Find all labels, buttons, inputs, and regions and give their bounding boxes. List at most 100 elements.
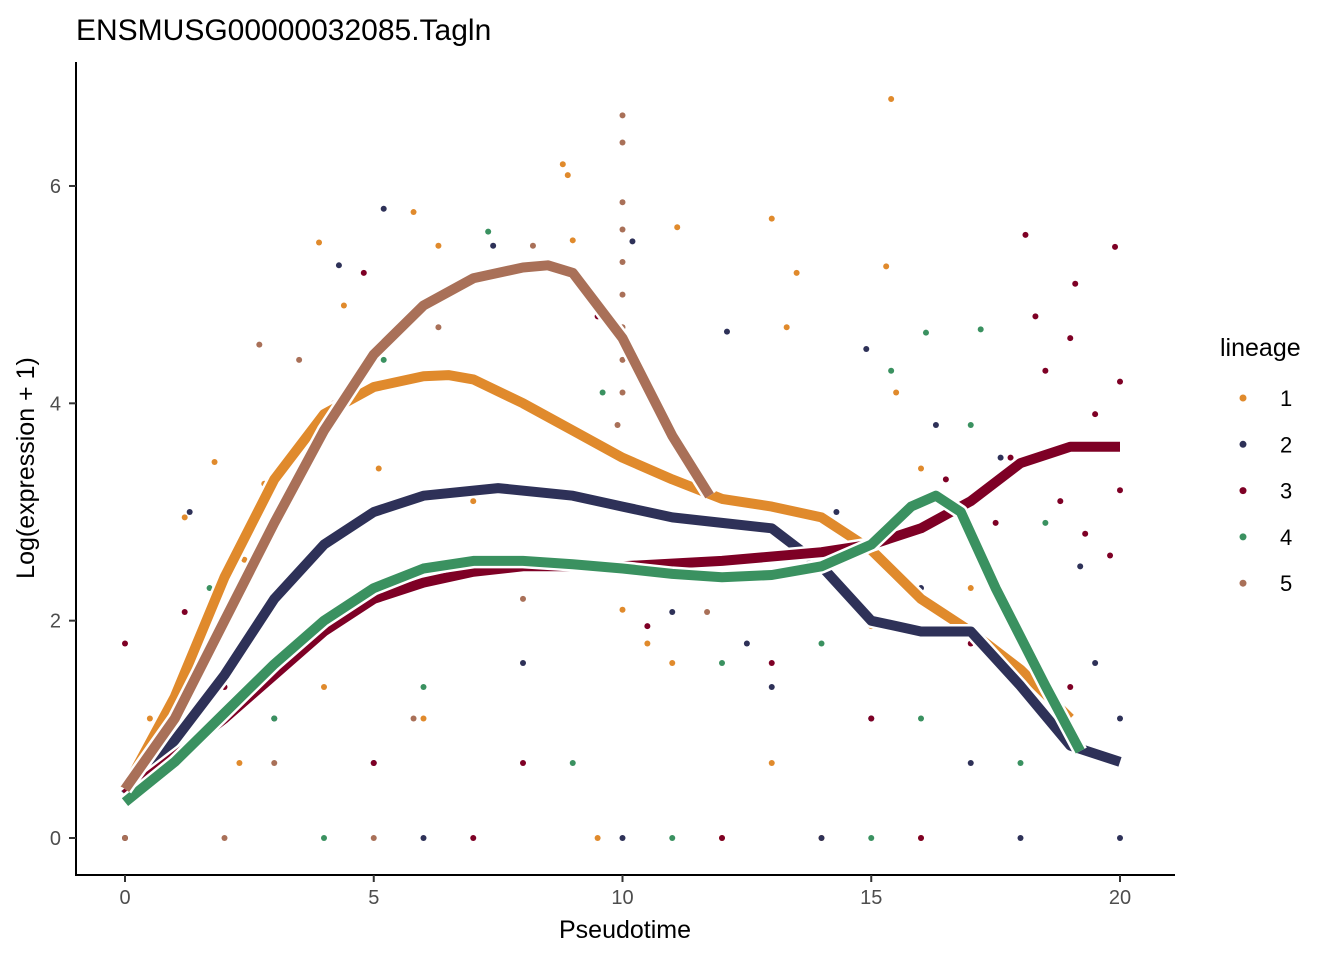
point-lineage-2 <box>1092 660 1099 667</box>
point-lineage-4 <box>977 326 984 333</box>
point-lineage-5 <box>619 199 626 206</box>
x-tick-label: 0 <box>119 887 130 909</box>
legend: 1 2 3 4 5 <box>1239 386 1292 596</box>
point-lineage-2 <box>1117 835 1123 841</box>
point-lineage-1 <box>783 324 790 331</box>
point-lineage-3 <box>942 476 949 483</box>
point-lineage-5 <box>122 835 128 841</box>
point-lineage-3 <box>1067 335 1074 342</box>
point-lineage-3 <box>1107 552 1114 559</box>
point-lineage-3 <box>992 519 999 526</box>
smooth-lines <box>118 257 1123 808</box>
x-tick-label: 5 <box>368 887 379 909</box>
point-lineage-3 <box>1082 530 1089 537</box>
point-lineage-2 <box>1077 563 1084 570</box>
point-lineage-2 <box>490 242 497 249</box>
point-lineage-4 <box>918 715 924 722</box>
point-lineage-3 <box>1112 243 1119 250</box>
point-lineage-1 <box>674 224 681 231</box>
smooth-line-lineage-4 <box>121 490 1085 806</box>
point-lineage-1 <box>340 302 347 309</box>
y-tick-label: 6 <box>50 176 61 198</box>
point-lineage-1 <box>211 459 218 466</box>
point-lineage-2 <box>833 508 840 515</box>
point-lineage-2 <box>669 608 676 615</box>
point-lineage-5 <box>370 835 377 841</box>
point-lineage-1 <box>594 835 601 841</box>
point-lineage-4 <box>485 228 492 235</box>
point-lineage-1 <box>316 239 323 246</box>
y-axis-label: Log(expression + 1) <box>12 357 40 579</box>
point-lineage-4 <box>868 835 875 841</box>
point-lineage-5 <box>619 356 626 363</box>
point-lineage-4 <box>922 329 929 336</box>
chart-title: ENSMUSG00000032085.Tagln <box>76 14 491 47</box>
point-lineage-4 <box>967 422 974 429</box>
point-lineage-5 <box>619 139 626 146</box>
legend-label-2: 2 <box>1280 432 1292 457</box>
y-tick-label: 4 <box>50 393 61 415</box>
point-lineage-5 <box>221 835 228 841</box>
legend-label-1: 1 <box>1280 386 1292 411</box>
point-lineage-4 <box>818 640 825 647</box>
point-lineage-2 <box>380 205 387 212</box>
point-lineage-3 <box>918 835 924 841</box>
point-lineage-3 <box>1072 280 1079 287</box>
point-lineage-5 <box>619 291 626 298</box>
point-lineage-5 <box>435 324 442 331</box>
point-lineage-4 <box>1017 760 1024 767</box>
point-lineage-4 <box>420 683 427 690</box>
point-lineage-2 <box>420 835 427 841</box>
point-lineage-1 <box>768 760 775 767</box>
point-lineage-1 <box>241 556 248 563</box>
legend-title: lineage <box>1220 334 1301 362</box>
point-lineage-3 <box>520 760 526 767</box>
x-axis-label: Pseudotime <box>559 916 691 944</box>
point-lineage-3 <box>1032 313 1039 320</box>
point-lineage-4 <box>669 835 676 841</box>
point-lineage-3 <box>181 608 188 615</box>
point-lineage-5 <box>271 760 278 767</box>
point-lineage-3 <box>1067 683 1074 690</box>
point-lineage-1 <box>559 161 566 168</box>
point-lineage-2 <box>743 640 750 647</box>
point-lineage-4 <box>271 715 278 722</box>
point-lineage-2 <box>335 262 342 269</box>
point-lineage-1 <box>181 514 188 521</box>
point-lineage-3 <box>1117 378 1123 385</box>
point-lineage-5 <box>619 389 626 396</box>
point-lineage-4 <box>719 660 725 667</box>
point-lineage-1 <box>569 237 576 244</box>
point-lineage-5 <box>256 341 263 348</box>
point-lineage-3 <box>719 835 725 841</box>
point-lineage-2 <box>619 835 626 841</box>
point-lineage-1 <box>883 263 890 270</box>
point-lineage-3 <box>122 640 128 647</box>
point-lineage-3 <box>1042 367 1049 374</box>
legend-key-1 <box>1239 394 1247 402</box>
x-tick-label: 20 <box>1109 887 1131 909</box>
point-lineage-5 <box>296 356 303 363</box>
point-lineage-1 <box>146 715 153 722</box>
point-lineage-2 <box>818 835 825 841</box>
legend-label-3: 3 <box>1280 479 1292 504</box>
point-lineage-1 <box>793 269 800 276</box>
point-lineage-1 <box>967 585 974 592</box>
point-lineage-5 <box>520 595 526 602</box>
point-lineage-2 <box>932 422 939 429</box>
point-lineage-3 <box>470 835 477 841</box>
point-lineage-4 <box>888 367 895 374</box>
point-lineage-3 <box>644 623 651 630</box>
smooth-line-lineage-1 <box>120 370 1074 792</box>
point-lineage-3 <box>1022 231 1029 238</box>
point-lineage-1 <box>918 465 924 472</box>
legend-label-4: 4 <box>1280 525 1292 550</box>
point-lineage-4 <box>321 835 327 841</box>
point-lineage-5 <box>619 259 626 266</box>
point-lineage-1 <box>669 660 676 667</box>
legend-key-2 <box>1239 440 1247 448</box>
point-lineage-5 <box>410 715 417 722</box>
point-lineage-2 <box>629 238 636 245</box>
point-lineage-1 <box>893 389 900 396</box>
point-lineage-5 <box>704 608 711 615</box>
